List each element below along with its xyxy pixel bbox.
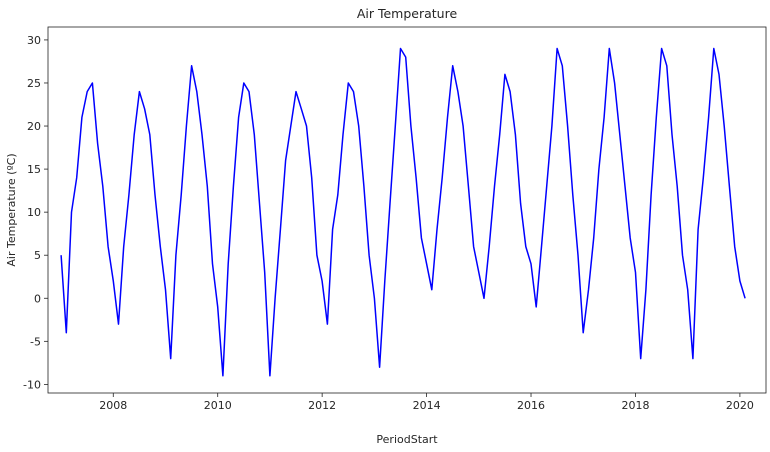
- series-line-0: [60, 47, 746, 377]
- chart-title: Air Temperature: [357, 6, 458, 21]
- x-axis: 2008 2010 2012 2014 2016 2018 2020: [99, 393, 754, 412]
- y-tick-label: 0: [34, 292, 41, 305]
- y-tick-label: 15: [27, 163, 41, 176]
- y-axis-label: Air Temperature (ºC): [5, 153, 18, 266]
- x-tick-label: 2016: [517, 399, 545, 412]
- y-tick-label: 20: [27, 120, 41, 133]
- x-tick-label: 2010: [204, 399, 232, 412]
- x-axis-label: PeriodStart: [376, 433, 438, 446]
- y-axis: -10 -5 0 5 10 15 20 25 30: [23, 34, 48, 391]
- x-tick-label: 2008: [99, 399, 127, 412]
- y-tick-label: 5: [34, 249, 41, 262]
- y-tick-label: 10: [27, 206, 41, 219]
- y-tick-label: 25: [27, 77, 41, 90]
- x-tick-label: 2012: [308, 399, 336, 412]
- y-tick-label: -10: [23, 378, 41, 391]
- x-tick-label: 2014: [413, 399, 441, 412]
- y-tick-label: 30: [27, 34, 41, 47]
- y-tick-label: -5: [30, 335, 41, 348]
- plot-frame: [47, 26, 767, 394]
- series-group: [60, 47, 746, 377]
- x-tick-label: 2020: [726, 399, 754, 412]
- x-tick-label: 2018: [621, 399, 649, 412]
